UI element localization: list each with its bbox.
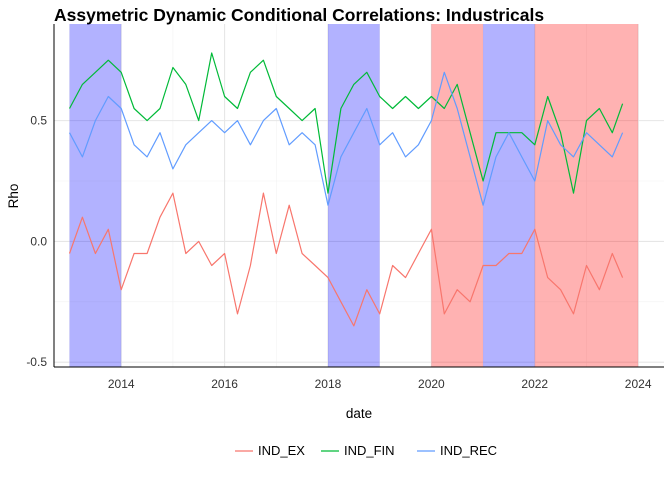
shaded-region [483,24,535,367]
x-tick-label: 2016 [211,377,238,391]
legend: IND_EX IND_FIN IND_REC [235,443,497,458]
shaded-region [327,24,380,367]
y-tick-label: -0.5 [26,355,47,369]
series-line-ind-fin [68,52,624,194]
shaded-region [534,24,639,367]
series-line-ind-ex [68,192,624,327]
tick-labels: 2014 2016 2018 2020 2022 2024 -0.5 0.0 0.5 [26,114,652,391]
y-tick-label: 0.5 [30,114,47,128]
x-tick-label: 2024 [625,377,652,391]
shaded-regions [69,24,639,367]
series-line-ind-rec [68,71,624,206]
x-axis-title: date [346,406,372,421]
legend-label: IND_FIN [344,443,395,458]
shaded-region [431,24,484,367]
x-tick-label: 2022 [521,377,548,391]
x-tick-label: 2014 [108,377,135,391]
gridlines [54,24,664,367]
legend-label: IND_EX [258,443,305,458]
y-axis-title: Rho [6,184,21,209]
y-tick-label: 0.0 [30,234,47,248]
axes [53,24,664,368]
shaded-region [69,24,122,367]
series-lines [68,52,624,327]
x-tick-label: 2020 [418,377,445,391]
chart-title: Assymetric Dynamic Conditional Correlati… [54,5,545,25]
legend-label: IND_REC [440,443,497,458]
x-tick-label: 2018 [315,377,342,391]
